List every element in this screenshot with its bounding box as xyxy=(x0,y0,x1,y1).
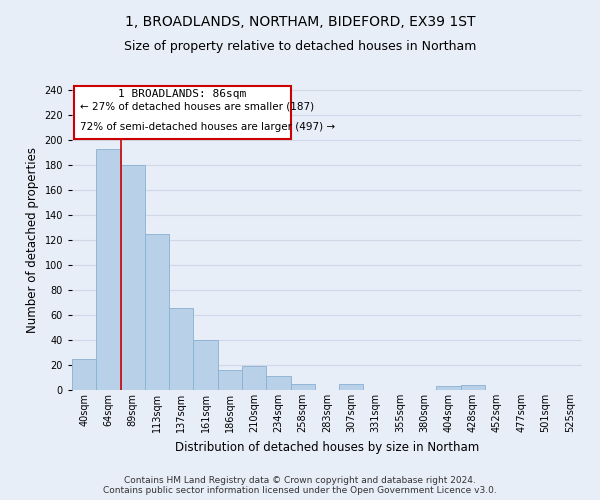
Text: 1 BROADLANDS: 86sqm: 1 BROADLANDS: 86sqm xyxy=(118,89,247,99)
Text: Size of property relative to detached houses in Northam: Size of property relative to detached ho… xyxy=(124,40,476,53)
Bar xyxy=(218,370,242,390)
Bar xyxy=(290,384,315,390)
Bar xyxy=(193,340,218,390)
Text: 72% of semi-detached houses are larger (497) →: 72% of semi-detached houses are larger (… xyxy=(80,122,335,132)
FancyBboxPatch shape xyxy=(74,86,290,139)
Bar xyxy=(145,234,169,390)
Bar xyxy=(72,359,96,390)
Bar xyxy=(121,165,145,390)
Bar xyxy=(461,385,485,390)
Bar xyxy=(242,366,266,390)
Bar xyxy=(339,384,364,390)
Text: 1, BROADLANDS, NORTHAM, BIDEFORD, EX39 1ST: 1, BROADLANDS, NORTHAM, BIDEFORD, EX39 1… xyxy=(125,15,475,29)
Y-axis label: Number of detached properties: Number of detached properties xyxy=(26,147,39,333)
Bar xyxy=(96,149,121,390)
Bar xyxy=(169,308,193,390)
Bar xyxy=(436,386,461,390)
Text: ← 27% of detached houses are smaller (187): ← 27% of detached houses are smaller (18… xyxy=(80,102,314,112)
Text: Contains HM Land Registry data © Crown copyright and database right 2024.
Contai: Contains HM Land Registry data © Crown c… xyxy=(103,476,497,495)
X-axis label: Distribution of detached houses by size in Northam: Distribution of detached houses by size … xyxy=(175,440,479,454)
Bar xyxy=(266,376,290,390)
